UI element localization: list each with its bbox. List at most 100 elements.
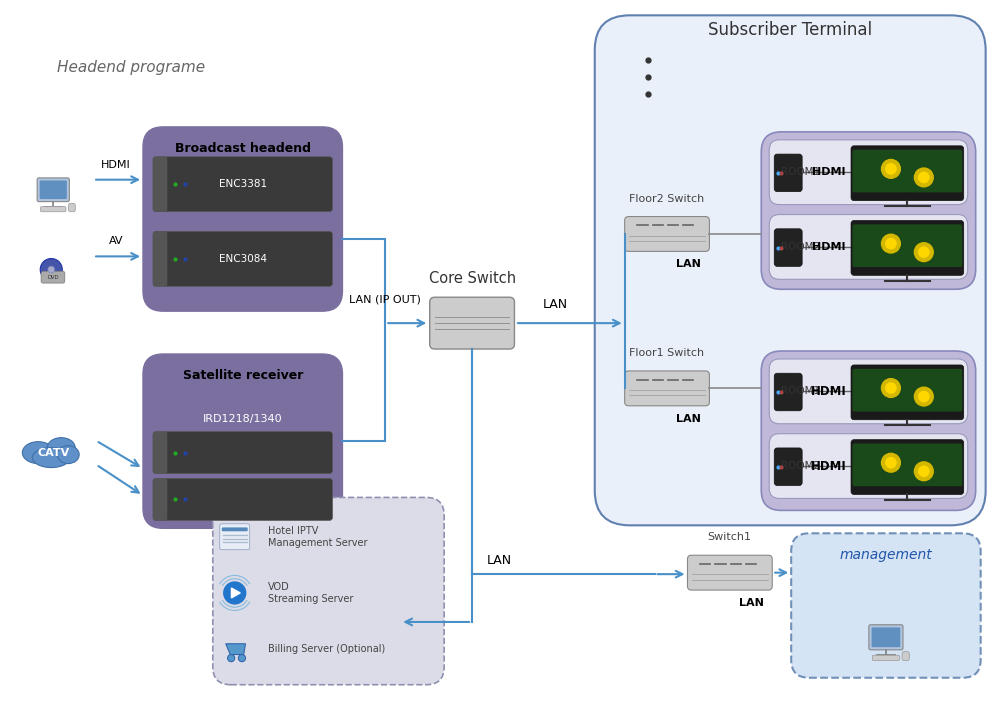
Circle shape [914, 462, 933, 481]
Text: Billing Server (Optional): Billing Server (Optional) [268, 644, 385, 654]
Polygon shape [226, 643, 246, 655]
FancyBboxPatch shape [791, 533, 981, 678]
FancyBboxPatch shape [41, 207, 66, 212]
FancyBboxPatch shape [213, 498, 444, 685]
Circle shape [919, 247, 929, 257]
FancyBboxPatch shape [687, 555, 772, 590]
Circle shape [881, 234, 900, 253]
Text: HDMI: HDMI [812, 167, 846, 177]
FancyBboxPatch shape [769, 215, 968, 279]
Ellipse shape [47, 438, 75, 458]
Text: ENC3084: ENC3084 [219, 254, 267, 264]
Circle shape [914, 242, 933, 262]
Text: VOD
Streaming Server: VOD Streaming Server [268, 582, 353, 604]
FancyBboxPatch shape [40, 181, 67, 199]
FancyBboxPatch shape [625, 217, 709, 252]
Circle shape [919, 466, 929, 476]
FancyBboxPatch shape [853, 149, 962, 193]
FancyBboxPatch shape [761, 351, 976, 510]
Polygon shape [231, 588, 240, 598]
FancyBboxPatch shape [851, 365, 964, 419]
FancyBboxPatch shape [153, 479, 167, 520]
Text: ENC3381: ENC3381 [219, 179, 267, 189]
Text: IRD1218/1340: IRD1218/1340 [203, 414, 283, 424]
FancyBboxPatch shape [41, 271, 65, 283]
Text: LAN: LAN [739, 598, 764, 608]
FancyBboxPatch shape [851, 220, 964, 275]
FancyBboxPatch shape [774, 154, 802, 192]
Ellipse shape [57, 446, 79, 464]
FancyBboxPatch shape [153, 157, 332, 212]
FancyBboxPatch shape [69, 203, 75, 212]
FancyBboxPatch shape [869, 625, 903, 650]
Circle shape [886, 238, 896, 249]
Text: Core Switch: Core Switch [429, 271, 516, 286]
FancyBboxPatch shape [220, 524, 250, 550]
Circle shape [881, 159, 900, 178]
FancyBboxPatch shape [851, 439, 964, 494]
Circle shape [886, 383, 896, 393]
FancyBboxPatch shape [769, 434, 968, 498]
Circle shape [881, 379, 900, 397]
FancyBboxPatch shape [430, 297, 514, 349]
FancyBboxPatch shape [902, 652, 909, 661]
Text: Hotel IPTV
Management Server: Hotel IPTV Management Server [268, 526, 367, 547]
Text: LAN (IP OUT): LAN (IP OUT) [349, 294, 421, 304]
Text: Floor2 Switch: Floor2 Switch [629, 193, 704, 203]
Circle shape [238, 655, 246, 662]
Ellipse shape [22, 442, 54, 464]
FancyBboxPatch shape [153, 432, 332, 474]
FancyBboxPatch shape [769, 140, 968, 205]
FancyBboxPatch shape [774, 448, 802, 486]
Text: Broadcast headend: Broadcast headend [175, 142, 311, 155]
Text: AV: AV [109, 237, 123, 247]
FancyBboxPatch shape [595, 16, 986, 525]
FancyBboxPatch shape [774, 373, 802, 411]
Text: ROOM2: ROOM2 [781, 461, 820, 471]
Ellipse shape [32, 448, 70, 468]
Text: Headend programe: Headend programe [57, 60, 205, 75]
Text: CATV: CATV [37, 448, 69, 458]
FancyBboxPatch shape [769, 359, 968, 424]
FancyBboxPatch shape [153, 479, 332, 520]
Text: HDMI: HDMI [811, 459, 847, 473]
Text: LAN: LAN [542, 298, 567, 311]
Text: ROOM1: ROOM1 [781, 386, 820, 396]
FancyBboxPatch shape [872, 656, 899, 661]
Text: Satellite receiver: Satellite receiver [183, 370, 303, 383]
Circle shape [914, 387, 933, 406]
Circle shape [886, 458, 896, 468]
Circle shape [40, 259, 62, 281]
FancyBboxPatch shape [853, 225, 962, 267]
FancyBboxPatch shape [853, 369, 962, 412]
Circle shape [881, 454, 900, 472]
Circle shape [919, 392, 929, 402]
Text: HDMI: HDMI [101, 160, 131, 170]
FancyBboxPatch shape [153, 432, 167, 474]
Circle shape [886, 164, 896, 174]
Circle shape [919, 172, 929, 183]
FancyBboxPatch shape [143, 127, 342, 311]
Text: ROOM2: ROOM2 [781, 242, 820, 252]
FancyBboxPatch shape [153, 232, 332, 287]
Text: DVD: DVD [47, 274, 59, 279]
FancyBboxPatch shape [853, 444, 962, 486]
Circle shape [228, 655, 235, 662]
Text: HDMI: HDMI [811, 385, 847, 398]
Text: LAN: LAN [676, 414, 701, 424]
FancyBboxPatch shape [37, 178, 69, 202]
FancyBboxPatch shape [851, 146, 964, 201]
Text: Switch1: Switch1 [707, 533, 751, 542]
FancyBboxPatch shape [222, 528, 248, 531]
FancyBboxPatch shape [872, 627, 900, 647]
FancyBboxPatch shape [625, 371, 709, 406]
Text: ROOM1: ROOM1 [781, 167, 820, 177]
Text: management: management [840, 548, 932, 562]
FancyBboxPatch shape [153, 232, 167, 287]
FancyBboxPatch shape [774, 229, 802, 267]
Circle shape [224, 582, 246, 604]
Circle shape [48, 266, 55, 273]
Text: Floor1 Switch: Floor1 Switch [629, 348, 704, 358]
Text: Subscriber Terminal: Subscriber Terminal [708, 21, 872, 39]
Circle shape [914, 168, 933, 187]
